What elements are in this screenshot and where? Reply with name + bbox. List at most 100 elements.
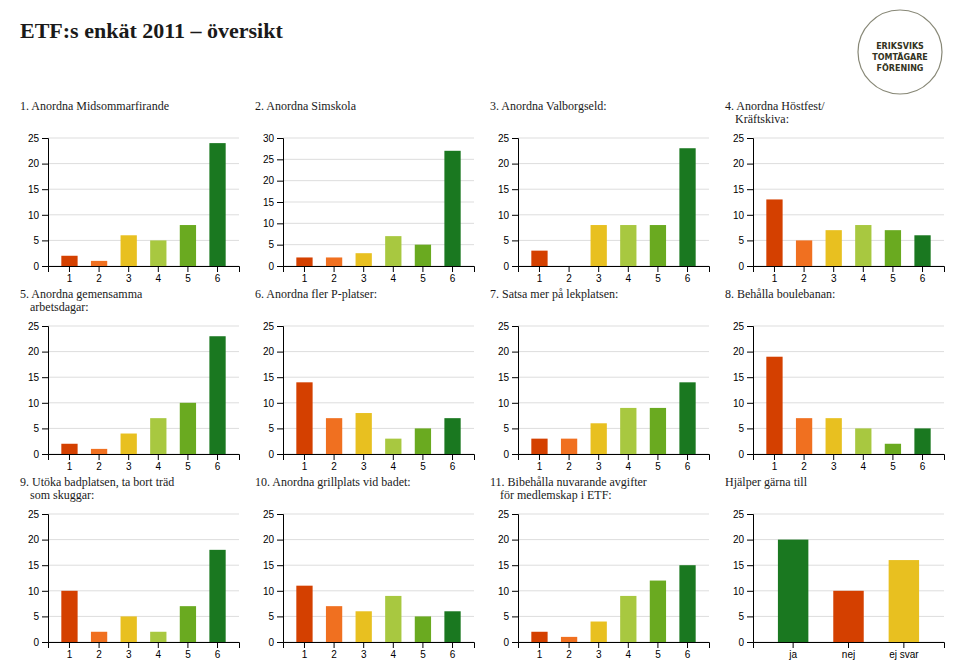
y-tick-mark — [277, 266, 283, 267]
x-tick-mark — [99, 454, 100, 460]
y-tick-mark — [747, 377, 753, 378]
x-tick: 6 — [450, 266, 456, 284]
y-tick-mark — [42, 164, 48, 165]
y-tick-label: 15 — [263, 372, 275, 383]
y-tick: 0 — [268, 261, 283, 272]
bar — [833, 591, 863, 642]
y-tick: 20 — [498, 158, 518, 169]
grid — [753, 138, 944, 266]
y-tick-mark — [512, 326, 518, 327]
x-tick-mark — [69, 642, 70, 648]
y-tick-mark — [277, 377, 283, 378]
plot: 0510152025123456 — [28, 509, 240, 660]
x-axis: 123456 — [754, 266, 945, 284]
bar — [415, 428, 431, 454]
y-tick-label: 0 — [503, 637, 509, 648]
y-tick: 10 — [498, 210, 518, 221]
y-tick: 5 — [503, 235, 518, 246]
x-tick-mark — [217, 266, 218, 272]
grid-line — [518, 377, 709, 378]
x-tick-label: 4 — [391, 649, 397, 660]
x-tick-label: 6 — [215, 649, 221, 660]
plot: 0510152025123456 — [733, 133, 945, 284]
grid — [283, 326, 474, 454]
x-tick: 6 — [685, 266, 691, 284]
bar — [209, 143, 225, 266]
plot: 0510152025123456 — [498, 321, 710, 472]
axis-line — [519, 455, 710, 461]
bar — [326, 257, 342, 266]
x-tick-label: 4 — [861, 273, 867, 284]
y-tick: 25 — [498, 133, 518, 144]
grid-line — [753, 351, 944, 352]
y-tick: 10 — [733, 586, 753, 597]
chart-title: 10. Anordna grillplats vid badet: — [255, 475, 411, 489]
chart-title-line: för medlemskap i ETF: — [500, 488, 612, 502]
chart: Hjälper gärna till0510152025janejej svar — [725, 475, 945, 660]
chart: 11. Bibehålla nuvarande avgifterför medl… — [490, 475, 710, 660]
grid-line — [518, 326, 709, 327]
x-tick: 1 — [537, 642, 543, 660]
bar — [180, 403, 196, 454]
y-tick-mark — [747, 326, 753, 327]
y-tick-mark — [277, 326, 283, 327]
y-tick-label: 15 — [498, 560, 510, 571]
y-tick-label: 20 — [498, 534, 510, 545]
axis-line — [277, 139, 284, 267]
x-tick: 3 — [596, 454, 602, 472]
x-tick: 5 — [655, 642, 661, 660]
bar — [444, 418, 460, 454]
y-axis: 0510152025 — [498, 509, 519, 648]
x-tick-label: 2 — [801, 273, 807, 284]
x-tick-label: 5 — [655, 273, 661, 284]
y-tick-label: 0 — [268, 637, 274, 648]
y-tick-label: 15 — [498, 372, 510, 383]
y-tick-label: 10 — [28, 398, 40, 409]
y-tick-label: 30 — [263, 133, 275, 144]
y-tick-label: 25 — [28, 133, 40, 144]
y-tick-mark — [747, 540, 753, 541]
bar — [826, 230, 842, 266]
y-tick: 10 — [733, 210, 753, 221]
y-tick-label: 5 — [33, 423, 39, 434]
bar — [121, 235, 137, 266]
x-tick: 4 — [391, 266, 397, 284]
y-tick-label: 0 — [503, 261, 509, 272]
y-tick-mark — [277, 202, 283, 203]
y-tick-label: 5 — [503, 235, 509, 246]
y-tick-label: 10 — [733, 586, 745, 597]
x-tick: 1 — [302, 642, 308, 660]
bar — [778, 540, 808, 642]
bar — [591, 225, 607, 266]
plot: 0510152025123456 — [498, 133, 710, 284]
x-tick-mark — [304, 266, 305, 272]
x-tick-mark — [128, 454, 129, 460]
axis-line — [519, 643, 710, 649]
y-tick-label: 25 — [498, 321, 510, 332]
y-tick-label: 20 — [498, 158, 510, 169]
chart-title-line: Hjälper gärna till — [725, 475, 808, 489]
y-tick-mark — [747, 514, 753, 515]
y-tick-label: 20 — [733, 158, 745, 169]
x-axis: 123456 — [49, 454, 240, 472]
x-tick-label: 2 — [566, 273, 572, 284]
grid — [283, 514, 474, 642]
x-tick-mark — [569, 642, 570, 648]
y-tick: 0 — [738, 449, 753, 460]
y-axis: 0510152025 — [498, 321, 519, 460]
x-tick-mark — [657, 642, 658, 648]
grid-line — [518, 514, 709, 515]
chart-title-line: som skuggar: — [30, 488, 94, 502]
grid — [518, 514, 709, 642]
y-tick-label: 0 — [33, 261, 39, 272]
x-axis: 123456 — [49, 642, 240, 660]
y-tick: 0 — [503, 449, 518, 460]
y-tick: 20 — [733, 158, 753, 169]
y-tick: 0 — [738, 637, 753, 648]
grid-line — [48, 138, 239, 139]
grid-line — [283, 377, 474, 378]
x-tick: 5 — [420, 266, 426, 284]
y-tick-mark — [747, 428, 753, 429]
y-tick-label: 5 — [33, 235, 39, 246]
x-tick: 4 — [626, 642, 632, 660]
